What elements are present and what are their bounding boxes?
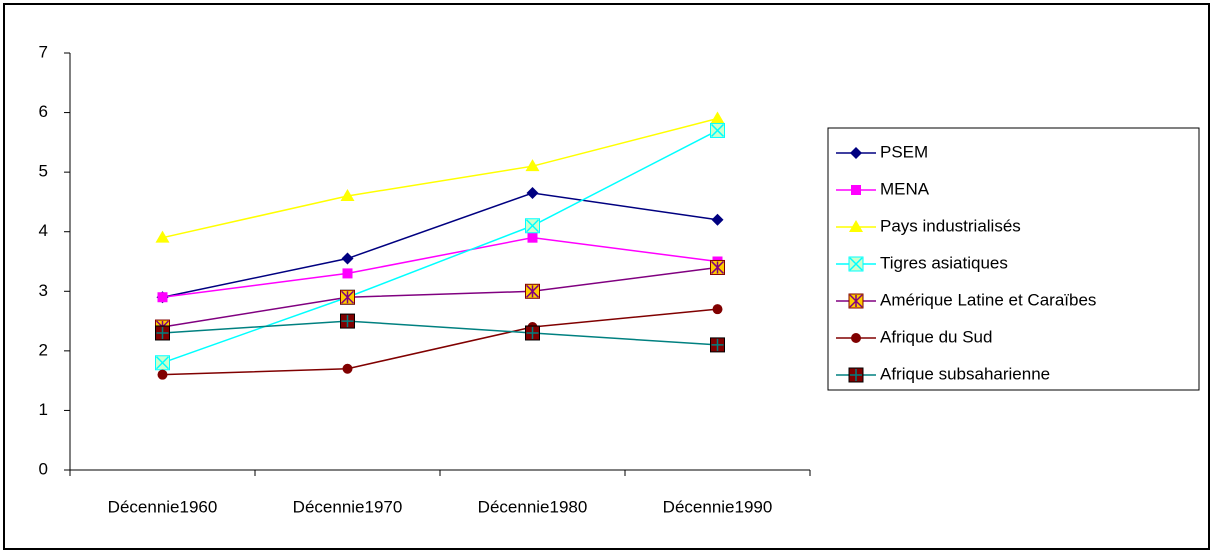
marker <box>851 185 861 195</box>
marker <box>848 293 864 309</box>
x-tick-label: Décennie1980 <box>478 497 588 516</box>
marker <box>848 367 864 383</box>
marker <box>710 259 725 275</box>
marker-shape <box>527 232 538 243</box>
marker <box>341 252 354 265</box>
legend-box <box>827 127 1200 391</box>
marker <box>850 147 862 159</box>
marker <box>340 289 355 305</box>
marker <box>710 337 725 353</box>
marker-symbol <box>710 260 725 274</box>
legend-label: Afrique du Sud <box>880 327 992 346</box>
marker <box>340 313 355 329</box>
marker <box>527 232 538 243</box>
marker-shape <box>851 185 861 195</box>
marker-symbol <box>525 284 540 298</box>
marker <box>157 369 168 380</box>
x-tick-label: Décennie1970 <box>293 497 403 516</box>
marker-shape <box>157 369 168 380</box>
marker-shape <box>711 213 724 226</box>
marker-symbol <box>850 369 862 381</box>
marker <box>157 292 168 303</box>
marker <box>526 186 539 199</box>
y-tick-label: 3 <box>39 281 48 300</box>
marker <box>155 230 170 243</box>
marker <box>525 325 540 341</box>
series-line <box>162 129 718 364</box>
legend-label: PSEM <box>880 142 928 161</box>
marker <box>342 268 353 279</box>
marker <box>525 218 540 234</box>
y-tick-label: 0 <box>39 459 48 478</box>
y-tick-label: 5 <box>39 162 48 181</box>
marker <box>711 213 724 226</box>
legend-label: Pays industrialisés <box>880 216 1021 235</box>
marker-symbol <box>526 326 539 339</box>
series-line <box>162 192 718 298</box>
x-tick-label: Décennie1990 <box>663 497 773 516</box>
marker-symbol <box>340 290 355 304</box>
marker <box>849 220 863 232</box>
marker-shape <box>849 220 863 232</box>
marker <box>155 325 170 341</box>
marker-shape <box>851 333 861 343</box>
marker <box>342 363 353 374</box>
x-tick-label: Décennie1960 <box>108 497 218 516</box>
series-line <box>162 308 718 376</box>
marker <box>710 111 725 124</box>
legend-label: Tigres asiatiques <box>880 253 1008 272</box>
marker-symbol <box>711 338 724 351</box>
marker-shape <box>526 186 539 199</box>
marker <box>525 159 540 172</box>
marker-shape <box>342 268 353 279</box>
marker-shape <box>341 252 354 265</box>
marker-symbol <box>155 356 170 370</box>
marker-shape <box>710 111 725 124</box>
legend-label: MENA <box>880 179 930 198</box>
series-line <box>162 320 718 346</box>
marker <box>848 256 864 272</box>
marker-shape <box>155 230 170 243</box>
y-tick-label: 7 <box>39 42 48 61</box>
marker <box>340 188 355 201</box>
marker-symbol <box>156 326 169 339</box>
series-line <box>162 266 718 328</box>
legend-label: Amérique Latine et Caraïbes <box>880 290 1096 309</box>
marker-symbol <box>849 257 863 271</box>
series-line <box>162 117 718 239</box>
marker <box>712 304 723 315</box>
legend-label: Afrique subsaharienne <box>880 364 1050 383</box>
marker-shape <box>340 188 355 201</box>
marker-shape <box>712 304 723 315</box>
marker-symbol <box>710 123 725 137</box>
marker-shape <box>850 147 862 159</box>
marker <box>710 122 725 138</box>
marker-symbol <box>525 219 540 233</box>
marker-shape <box>157 292 168 303</box>
marker <box>525 283 540 299</box>
marker-symbol <box>849 294 863 308</box>
marker <box>851 333 861 343</box>
series-line <box>162 236 718 298</box>
marker-symbol <box>341 315 354 328</box>
y-tick-label: 4 <box>39 221 48 240</box>
y-tick-label: 1 <box>39 400 48 419</box>
y-tick-label: 2 <box>39 340 48 359</box>
marker-shape <box>342 363 353 374</box>
marker <box>155 355 170 371</box>
marker-shape <box>525 159 540 172</box>
y-tick-label: 6 <box>39 102 48 121</box>
